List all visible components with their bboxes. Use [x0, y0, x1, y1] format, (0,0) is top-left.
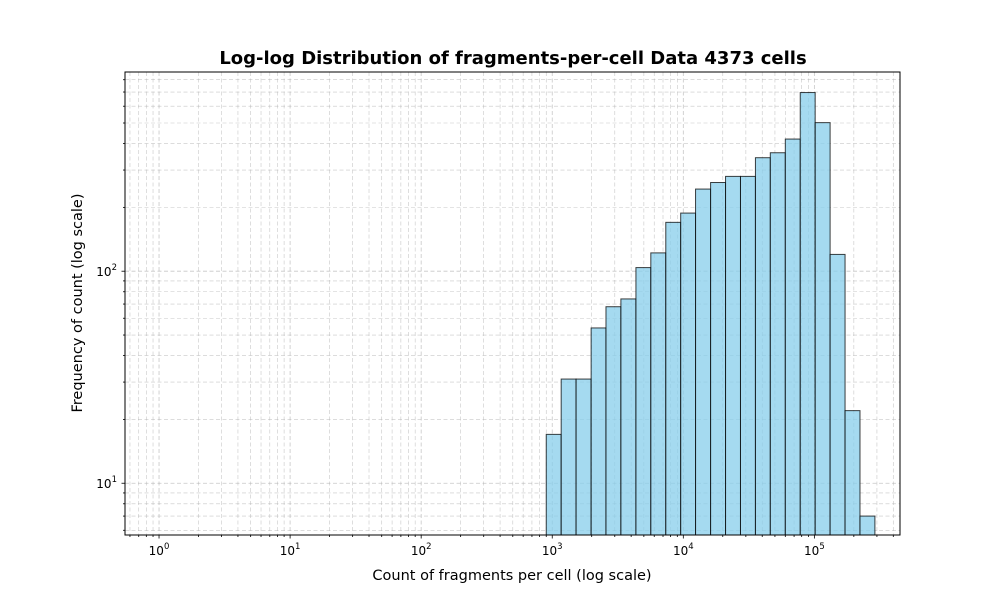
histogram-bar — [695, 188, 712, 536]
histogram-bar — [754, 157, 771, 536]
x-tick-label: 103 — [542, 542, 563, 558]
histogram-bar — [859, 515, 876, 536]
histogram-bar — [545, 433, 562, 536]
histogram-bar — [665, 221, 682, 536]
axis-ticks: 100 101 102 103 104 105 101 102 — [96, 79, 894, 558]
y-tick-label: 101 — [96, 475, 117, 491]
histogram-bar — [844, 410, 861, 536]
histogram-bar — [814, 122, 831, 536]
x-tick-label: 101 — [280, 542, 301, 558]
x-axis-label: Count of fragments per cell (log scale) — [372, 568, 651, 584]
histogram-bar — [710, 182, 727, 536]
x-tick-label: 102 — [411, 542, 432, 558]
histogram-bar — [829, 253, 846, 536]
histogram-bar — [784, 138, 801, 536]
histogram-bar — [620, 298, 637, 536]
chart-title: Log-log Distribution of fragments-per-ce… — [219, 48, 806, 69]
histogram-bar — [680, 212, 697, 536]
histogram-bar — [725, 175, 741, 536]
x-tick-label: 104 — [673, 542, 694, 558]
histogram-bar — [590, 327, 607, 536]
histogram-bar — [635, 267, 652, 536]
histogram-bar — [799, 92, 816, 536]
histogram-bar — [769, 152, 786, 536]
histogram-bar — [560, 378, 577, 536]
x-tick-label: 100 — [149, 542, 170, 558]
y-tick-label: 102 — [96, 263, 117, 279]
y-axis-label: Frequency of count (log scale) — [70, 193, 86, 412]
histogram-bar — [605, 306, 622, 536]
histogram-bar — [739, 175, 756, 536]
histogram-bars — [545, 92, 876, 536]
x-tick-label: 105 — [804, 542, 825, 558]
histogram-bar — [575, 378, 592, 536]
histogram-bar — [650, 252, 667, 536]
